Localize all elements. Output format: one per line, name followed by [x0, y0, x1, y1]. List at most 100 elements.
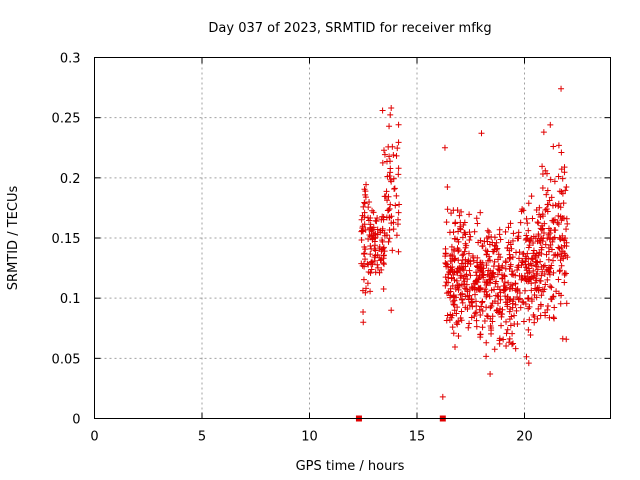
data-point [454, 269, 461, 276]
data-point [557, 257, 564, 264]
data-point [542, 241, 549, 248]
data-point [540, 234, 547, 241]
data-point [516, 295, 523, 302]
data-point [387, 158, 394, 165]
data-point [360, 309, 367, 316]
data-point [525, 261, 532, 268]
data-point [489, 248, 496, 255]
data-point [448, 210, 455, 217]
data-point [558, 149, 565, 156]
data-point [543, 170, 550, 177]
data-point [546, 197, 553, 204]
data-point [444, 183, 451, 190]
data-point [497, 305, 504, 312]
data-point [483, 339, 490, 346]
data-point [374, 261, 381, 268]
data-point [395, 171, 402, 178]
data-point [506, 335, 513, 342]
data-point [367, 269, 374, 276]
data-point [550, 219, 557, 226]
data-point [451, 307, 458, 314]
data-point [505, 279, 512, 286]
data-point [536, 277, 543, 284]
data-point [546, 271, 553, 278]
data-point [491, 258, 498, 265]
data-point [477, 311, 484, 318]
data-point [547, 283, 554, 290]
data-point [507, 261, 514, 268]
data-point [538, 250, 545, 257]
data-point [443, 219, 450, 226]
data-point [491, 298, 498, 305]
data-point [464, 292, 471, 299]
data-point [506, 265, 513, 272]
data-point [369, 261, 376, 268]
data-point [542, 281, 549, 288]
data-point [453, 319, 460, 326]
data-point [517, 304, 524, 311]
data-point [462, 256, 469, 263]
data-point [473, 309, 480, 316]
data-point [479, 298, 486, 305]
data-point [447, 264, 454, 271]
data-point [502, 228, 509, 235]
data-point [525, 227, 532, 234]
data-point [458, 296, 465, 303]
data-point [515, 296, 522, 303]
data-point [371, 246, 378, 253]
data-point [522, 287, 529, 294]
data-point [519, 206, 526, 213]
data-point [516, 255, 523, 262]
data-point [557, 236, 564, 243]
data-point [557, 213, 564, 220]
data-point [544, 306, 551, 313]
data-point [537, 301, 544, 308]
data-point [544, 201, 551, 208]
data-point [538, 272, 545, 279]
data-point [460, 222, 467, 229]
data-point [561, 164, 568, 171]
data-point [465, 324, 472, 331]
data-point [363, 181, 370, 188]
data-point [464, 305, 471, 312]
data-point [386, 235, 393, 242]
data-point [498, 264, 505, 271]
data-point [379, 159, 386, 166]
data-point [466, 229, 473, 236]
data-point [441, 144, 448, 151]
data-point [492, 292, 499, 299]
data-point [506, 308, 513, 315]
data-point [508, 313, 515, 320]
data-point [473, 272, 480, 279]
data-point [455, 238, 462, 245]
data-point [358, 216, 365, 223]
data-point [467, 233, 474, 240]
data-point [381, 232, 388, 239]
data-point [460, 267, 467, 274]
x-tick-label: 20 [516, 430, 533, 445]
data-point [475, 239, 482, 246]
data-point [385, 238, 392, 245]
data-point [557, 204, 564, 211]
data-point [393, 232, 400, 239]
data-point [458, 272, 465, 279]
x-tick-label: 10 [301, 430, 318, 445]
data-point [530, 247, 537, 254]
data-point [365, 217, 372, 224]
data-point [563, 215, 570, 222]
data-point [447, 311, 454, 318]
data-point [474, 263, 481, 270]
data-point [548, 246, 555, 253]
data-point [511, 312, 518, 319]
data-point [539, 238, 546, 245]
data-point [395, 121, 402, 128]
data-point [497, 254, 504, 261]
y-tick-label: 0.2 [60, 172, 81, 187]
data-point [549, 238, 556, 245]
data-point [471, 313, 478, 320]
data-point [385, 143, 392, 150]
data-point [523, 215, 530, 222]
data-point [365, 204, 372, 211]
data-point [525, 326, 532, 333]
data-point [460, 281, 467, 288]
